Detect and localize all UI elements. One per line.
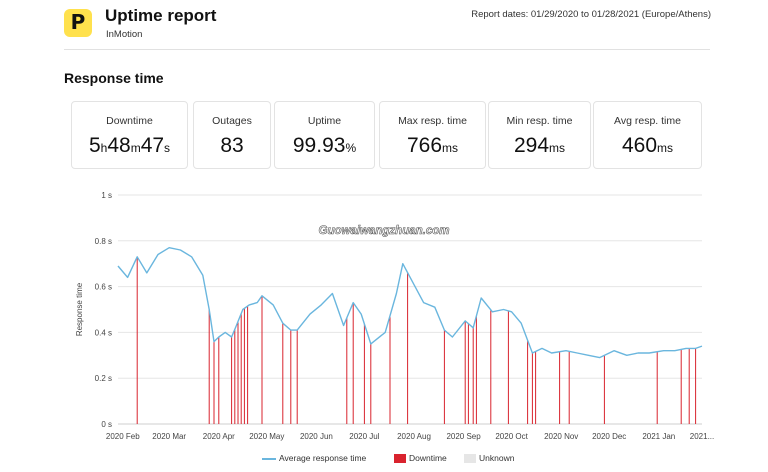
x-tick-label: 2020 Sep: [446, 432, 481, 441]
legend-line-swatch: [262, 458, 276, 460]
response-time-chart: 0 s 0.2 s 0.4 s 0.6 s 0.8 s 1 s Response time 2…: [75, 191, 714, 441]
y-tick-label: 0 s: [101, 420, 112, 429]
stat-uptime: Uptime 99.93%: [274, 101, 375, 169]
stat-value: 766ms: [406, 134, 459, 157]
stat-downtime: Downtime 5h48m47s: [71, 101, 188, 169]
stat-outages: Outages 83: [193, 101, 271, 169]
stat-max-resp: Max resp. time 766ms: [379, 101, 486, 169]
x-tick-label: 2021 Jan: [642, 432, 675, 441]
legend-unknown-swatch: [464, 454, 476, 463]
x-tick-label: 2020 Dec: [592, 432, 626, 441]
stat-avg-resp: Avg resp. time 460ms: [593, 101, 702, 169]
x-tick-label: 2020 May: [249, 432, 284, 441]
x-tick-label: 2020 Aug: [397, 432, 431, 441]
report-dates: Report dates: 01/29/2020 to 01/28/2021 (…: [471, 9, 711, 20]
stat-label: Min resp. time: [506, 115, 573, 127]
x-tick-label: 2020 Oct: [495, 432, 528, 441]
stat-value: 5h48m47s: [88, 134, 171, 157]
legend-downtime-swatch: [394, 454, 406, 463]
legend-average: Average response time: [279, 453, 367, 463]
section-title: Response time: [64, 70, 164, 86]
average-response-line: [117, 246, 703, 359]
monitor-name: InMotion: [106, 29, 143, 40]
x-tick-label: 2020 Jun: [300, 432, 333, 441]
header-divider: [64, 49, 710, 50]
logo-glyph: P: [70, 10, 86, 34]
stat-min-resp: Min resp. time 294ms: [488, 101, 591, 169]
stat-value: 294ms: [513, 134, 566, 157]
stat-label: Uptime: [307, 115, 342, 127]
y-tick-label: 0.4 s: [95, 328, 112, 337]
stat-value: 83: [220, 134, 244, 157]
x-tick-label: 2020 Feb: [106, 432, 140, 441]
legend-unknown: Unknown: [479, 453, 515, 463]
y-tick-label: 0.2 s: [95, 374, 112, 383]
x-tick-label: 2021...: [690, 432, 714, 441]
y-tick-label: 0.8 s: [95, 237, 112, 246]
stat-value: 99.93%: [292, 134, 357, 157]
y-axis-label: Response time: [75, 282, 84, 336]
y-tick-label: 0.6 s: [95, 283, 112, 292]
page-title: Uptime report: [105, 6, 217, 25]
stat-value: 460ms: [621, 134, 674, 157]
stat-label: Max resp. time: [398, 115, 467, 127]
x-tick-label: 2020 Mar: [152, 432, 186, 441]
stat-label: Avg resp. time: [614, 115, 681, 127]
stat-label: Outages: [212, 115, 252, 127]
x-tick-label: 2020 Jul: [349, 432, 379, 441]
x-tick-label: 2020 Nov: [544, 432, 578, 441]
x-tick-label: 2020 Apr: [203, 432, 235, 441]
stat-label: Downtime: [106, 115, 153, 127]
y-tick-label: 1 s: [101, 191, 112, 200]
legend-downtime: Downtime: [409, 453, 447, 463]
watermark-text: Guowaiwangzhuan.com: [319, 225, 450, 237]
app-logo: P: [64, 9, 92, 37]
